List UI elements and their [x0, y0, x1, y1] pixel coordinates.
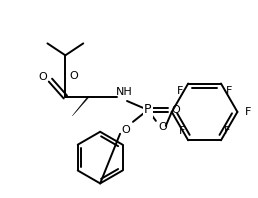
Text: F: F [179, 126, 186, 136]
Text: NH: NH [116, 87, 132, 97]
Text: F: F [224, 126, 230, 136]
Text: F: F [226, 87, 232, 96]
Text: F: F [245, 107, 252, 117]
Text: P: P [144, 103, 152, 116]
Polygon shape [72, 96, 88, 116]
Text: O: O [38, 72, 47, 82]
Text: F: F [177, 87, 183, 96]
Text: O: O [122, 125, 130, 135]
Text: O: O [158, 122, 167, 132]
Text: O: O [69, 71, 78, 81]
Text: O: O [171, 105, 180, 115]
